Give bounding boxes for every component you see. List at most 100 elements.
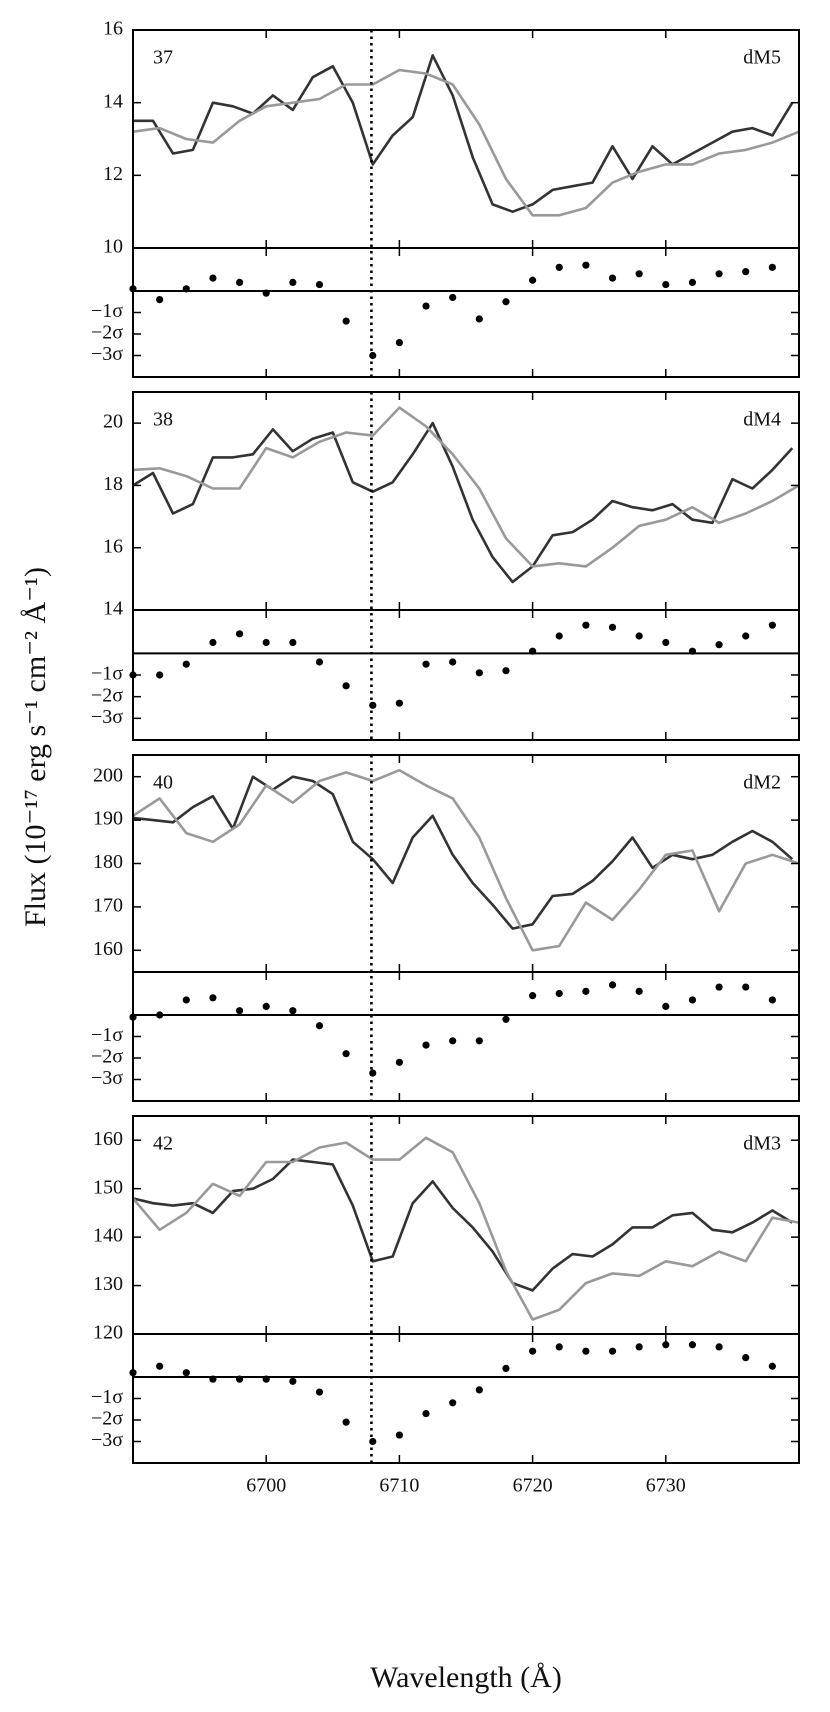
- y-tick-label: 140: [93, 1225, 123, 1247]
- panel-label: 37: [153, 47, 173, 69]
- spectral-type: dM5: [743, 47, 781, 69]
- residual-point: [582, 261, 590, 269]
- residual-point: [555, 1343, 563, 1351]
- residual-point: [315, 1388, 324, 1396]
- y-tick-label: 16: [103, 535, 123, 557]
- residual-point: [422, 302, 430, 310]
- residual-point: [715, 270, 723, 278]
- residual-point: [475, 669, 483, 677]
- panel-label: 42: [153, 1133, 173, 1155]
- residual-point: [502, 298, 510, 306]
- residual-point: [555, 632, 563, 640]
- residual-tick-label: −2σ: [91, 1046, 123, 1068]
- y-tick-label: 10: [103, 236, 123, 258]
- residual-point: [555, 263, 563, 271]
- spectrum-line: [132, 421, 794, 584]
- residual-point: [449, 1037, 457, 1045]
- spectrum-line: [132, 768, 800, 952]
- y-tick-label: 14: [103, 598, 123, 620]
- panel-label: 40: [153, 772, 173, 794]
- residual-point: [662, 1002, 670, 1011]
- y-tick-label: 170: [93, 894, 123, 916]
- residual-point: [156, 1362, 164, 1370]
- residual-point: [582, 621, 590, 629]
- residual-point: [582, 1347, 590, 1355]
- residual-point: [315, 1022, 324, 1030]
- residual-point: [395, 1058, 403, 1066]
- spectral-type: dM4: [743, 409, 781, 431]
- spectral-type: dM2: [743, 772, 781, 794]
- residual-point: [449, 293, 457, 302]
- residual-point: [369, 701, 377, 709]
- spectrum-line: [132, 68, 800, 217]
- residual-tick-label: −1σ: [91, 1386, 123, 1408]
- spectrum-line: [132, 406, 800, 568]
- residual-point: [715, 983, 723, 991]
- residual-point: [529, 992, 537, 1000]
- residual-point: [235, 630, 244, 638]
- y-tick-label: 120: [93, 1322, 123, 1344]
- residual-point: [635, 987, 643, 995]
- y-tick-label: 180: [93, 851, 123, 873]
- residual-point: [449, 658, 457, 666]
- residual-point: [235, 1007, 244, 1015]
- residual-point: [342, 317, 350, 325]
- x-tick-label: 6710: [379, 1475, 419, 1497]
- residual-tick-label: −2σ: [91, 1408, 123, 1430]
- residual-point: [635, 632, 643, 640]
- y-tick-label: 150: [93, 1176, 123, 1198]
- y-tick-label: 160: [93, 938, 123, 960]
- residual-point: [315, 280, 324, 289]
- spectrum-line: [132, 775, 794, 930]
- spectrum-line: [132, 1136, 800, 1321]
- residual-point: [156, 671, 164, 679]
- residual-tick-label: −2σ: [91, 684, 123, 706]
- residual-point: [529, 1347, 537, 1355]
- residual-point: [768, 996, 776, 1004]
- y-tick-label: 16: [103, 18, 123, 40]
- residual-point: [715, 1343, 723, 1351]
- spectral-type: dM3: [743, 1133, 781, 1155]
- residual-point: [235, 278, 244, 286]
- residual-point: [662, 638, 670, 647]
- residual-point: [768, 263, 776, 271]
- residual-point: [342, 682, 350, 690]
- residual-point: [395, 339, 403, 347]
- residual-point: [422, 660, 430, 668]
- residual-point: [529, 276, 537, 284]
- y-tick-label: 18: [103, 473, 123, 495]
- residual-point: [342, 1418, 350, 1426]
- residual-point: [502, 667, 510, 675]
- y-tick-label: 130: [93, 1273, 123, 1295]
- residual-point: [768, 1362, 776, 1370]
- residual-point: [635, 1343, 643, 1351]
- residual-point: [289, 278, 297, 286]
- residual-point: [742, 983, 750, 991]
- residual-point: [289, 638, 297, 647]
- residual-point: [289, 1377, 297, 1385]
- residual-frame: [132, 971, 800, 1102]
- residual-point: [182, 996, 190, 1004]
- residual-tick-label: −1σ: [91, 300, 123, 322]
- x-tick-label: 6730: [646, 1475, 686, 1497]
- residual-tick-label: −3σ: [91, 1429, 123, 1451]
- residual-point: [289, 1007, 297, 1015]
- residual-tick-label: −1σ: [91, 1024, 123, 1046]
- residual-point: [475, 1386, 483, 1394]
- residual-point: [502, 1364, 510, 1372]
- residual-point: [182, 1369, 190, 1377]
- residual-tick-label: −3σ: [91, 343, 123, 365]
- residual-point: [502, 1015, 510, 1023]
- x-tick-label: 6720: [513, 1475, 553, 1497]
- residual-tick-label: −1σ: [91, 663, 123, 685]
- spectrum-line: [133, 54, 794, 213]
- residual-point: [262, 638, 270, 647]
- residual-frame: [132, 609, 800, 741]
- residual-point: [608, 623, 617, 631]
- residual-point: [662, 280, 670, 289]
- residual-point: [262, 1002, 270, 1011]
- x-axis-label: Wavelength (Å): [370, 1661, 562, 1694]
- residual-point: [422, 1409, 430, 1418]
- residual-point: [635, 270, 643, 278]
- main-frame: [132, 1115, 800, 1335]
